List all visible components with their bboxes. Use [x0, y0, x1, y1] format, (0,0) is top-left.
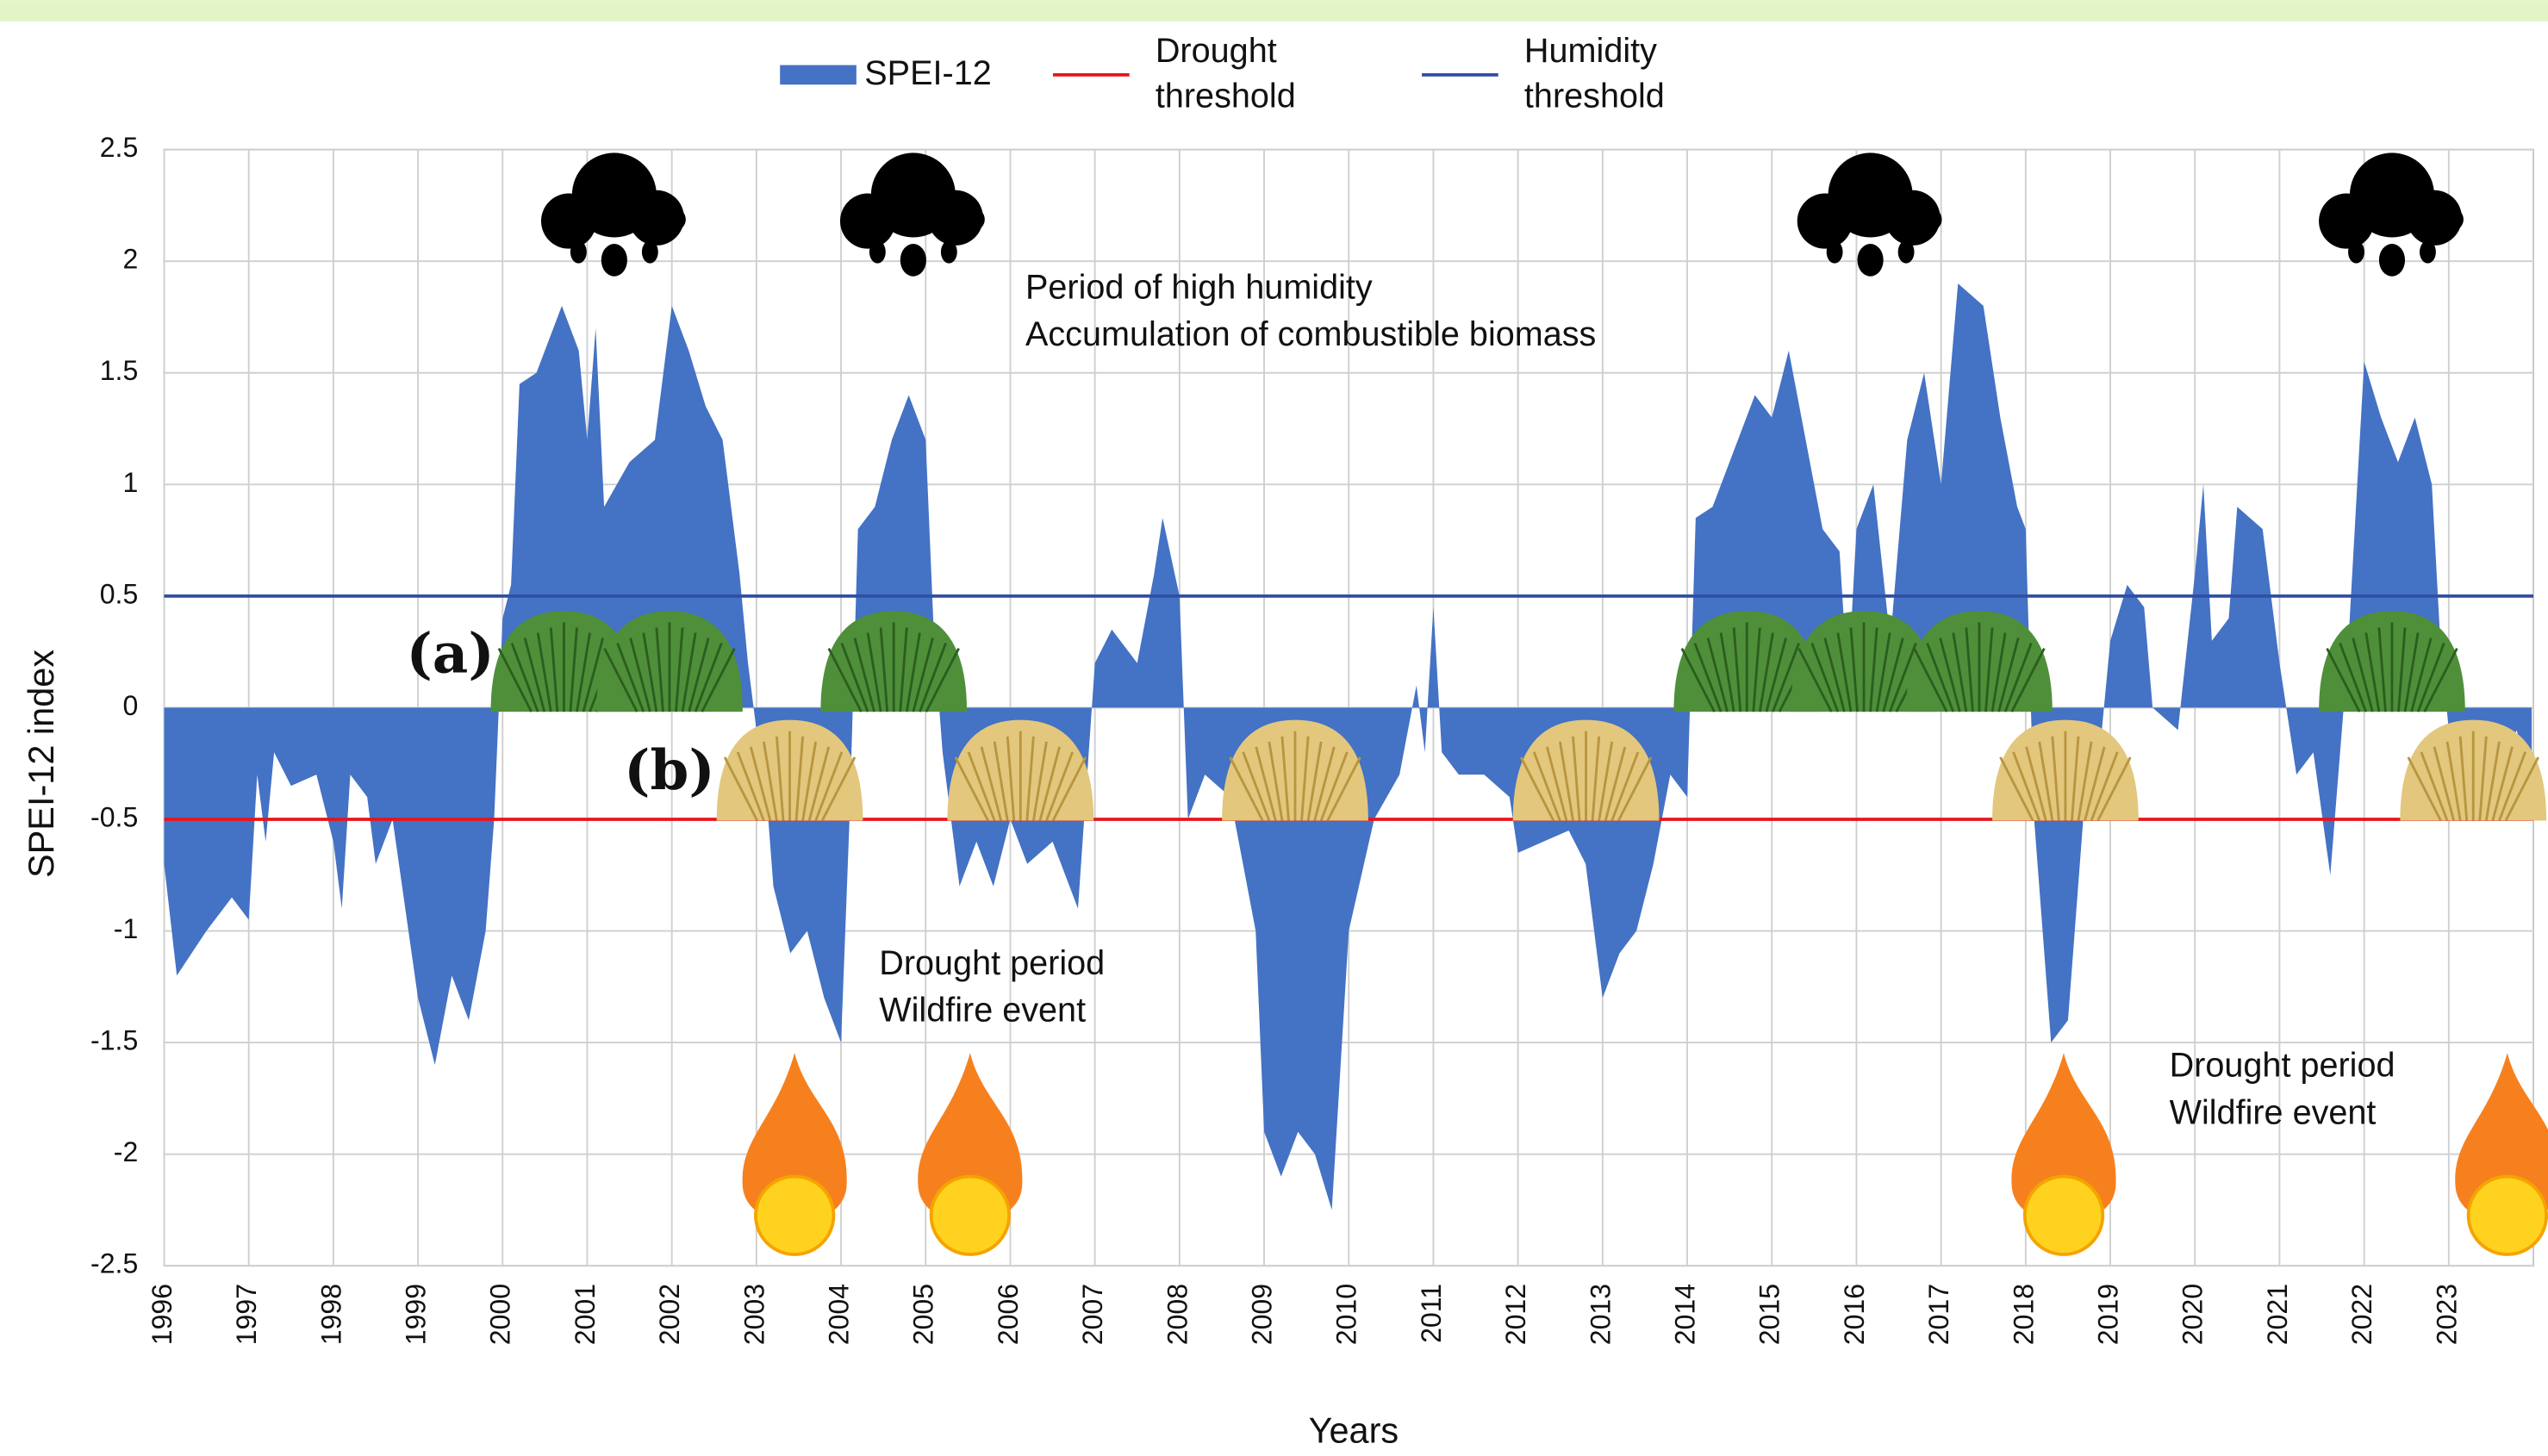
cloud-icon [1797, 152, 1942, 276]
x-tick-label: 1996 [146, 1284, 178, 1345]
flame-core [2469, 1176, 2547, 1254]
cloud-part [546, 208, 686, 231]
x-tick-label: 2013 [1585, 1284, 1616, 1345]
legend: SPEI-12 Drought threshold Humidity thresho… [763, 29, 1771, 130]
cloud-part [845, 208, 985, 231]
x-tick-label: 2018 [2008, 1284, 2039, 1345]
annotation: Accumulation of combustible biomass [1025, 315, 1596, 353]
x-tick-label: 2007 [1077, 1284, 1108, 1345]
rain-drop [601, 244, 627, 277]
x-tick-label: 2022 [2346, 1284, 2377, 1345]
flame-core [931, 1176, 1010, 1254]
x-tick-label: 2016 [1839, 1284, 1870, 1345]
x-tick-label: 2019 [2093, 1284, 2124, 1345]
rain-drop [570, 240, 587, 263]
x-tick-label: 2020 [2177, 1284, 2208, 1345]
rain-drop [1858, 244, 1884, 277]
legend-swatch [1053, 73, 1130, 77]
annotation: Wildfire event [2170, 1093, 2377, 1131]
y-tick-label: 2.5 [100, 132, 139, 163]
rain-drop [900, 244, 926, 277]
x-tick-label: 2015 [1754, 1284, 1785, 1345]
y-tick-label: -1 [114, 913, 139, 944]
x-tick-label: 2005 [908, 1284, 939, 1345]
legend-label: Drought threshold [1156, 29, 1334, 121]
x-tick-label: 2001 [570, 1284, 601, 1345]
rain-drop [1827, 240, 1843, 263]
rain-drop [2420, 240, 2436, 263]
x-tick-label: 2003 [738, 1284, 769, 1345]
legend-label: SPEI-12 [864, 52, 992, 97]
cloud-icon [2319, 152, 2464, 276]
annotation: Period of high humidity [1025, 268, 1373, 306]
y-tick-label: 0 [122, 690, 138, 721]
x-tick-label: 2004 [824, 1284, 855, 1345]
rain-drop [2348, 240, 2364, 263]
x-tick-label: 2012 [1500, 1284, 1531, 1345]
annotation: Wildfire event [879, 991, 1086, 1029]
x-tick-label: 2002 [654, 1284, 685, 1345]
cloud-part [1802, 208, 1941, 231]
x-tick-label: 2008 [1162, 1284, 1193, 1345]
x-axis-title: Years [1309, 1409, 1399, 1450]
legend-swatch [1422, 73, 1498, 77]
x-tick-label: 1998 [315, 1284, 346, 1345]
x-tick-label: 2014 [1670, 1284, 1701, 1345]
y-tick-label: 1 [122, 467, 138, 498]
y-tick-label: -2.5 [90, 1248, 138, 1279]
x-tick-label: 2009 [1247, 1284, 1278, 1345]
legend-swatch [780, 65, 857, 85]
rain-drop [2379, 244, 2405, 277]
rain-drop [1898, 240, 1915, 263]
green-bush [820, 611, 967, 712]
flame-core [2025, 1176, 2103, 1254]
y-tick-label: -2 [114, 1136, 139, 1167]
x-tick-label: 1997 [231, 1284, 262, 1345]
x-tick-label: 2010 [1331, 1284, 1362, 1345]
chart: Years SPEI-12 index 2.5 2 1.5 1 0.5 0 -0.5 -1 -1… [0, 0, 2548, 1456]
cloud-icon [840, 152, 985, 276]
y-tick-label: -1.5 [90, 1025, 138, 1056]
x-tick-label: 1999 [401, 1284, 432, 1345]
fire-icon [743, 1053, 847, 1254]
x-tick-label: 2006 [993, 1284, 1024, 1345]
y-tick-label: 0.5 [100, 578, 139, 609]
dry-bush [1992, 720, 2139, 821]
annotation: Drought period [879, 944, 1105, 982]
annotation: Drought period [2170, 1047, 2395, 1085]
y-tick-label: -0.5 [90, 801, 138, 832]
y-axis-title: SPEI-12 index [21, 650, 61, 878]
panel-tag: (a) [406, 621, 494, 686]
top-band [0, 0, 2548, 22]
page: {"chart_data":{"type":"area", "title_x":… [0, 0, 2548, 1456]
green-bush [2319, 611, 2465, 712]
cloud-icon [541, 152, 686, 276]
legend-box: SPEI-12 Drought threshold Humidity thresho… [763, 29, 1771, 130]
x-tick-label: 2011 [1416, 1284, 1447, 1343]
x-tick-label: 2017 [1923, 1284, 1954, 1345]
fire-icon [2011, 1053, 2115, 1254]
x-tick-label: 2000 [485, 1284, 516, 1345]
legend-label: Humidity threshold [1524, 29, 1703, 121]
x-tick-label: 2021 [2262, 1284, 2293, 1345]
flame-core [756, 1176, 834, 1254]
fire-icon [918, 1053, 1022, 1254]
rain-drop [941, 240, 957, 263]
cloud-part [2324, 208, 2464, 231]
rain-drop [869, 240, 886, 263]
y-tick-label: 2 [122, 244, 138, 275]
y-tick-label: 1.5 [100, 355, 139, 386]
rain-drop [642, 240, 658, 263]
x-tick-label: 2023 [2431, 1284, 2462, 1345]
panel-tag: (b) [624, 738, 715, 803]
